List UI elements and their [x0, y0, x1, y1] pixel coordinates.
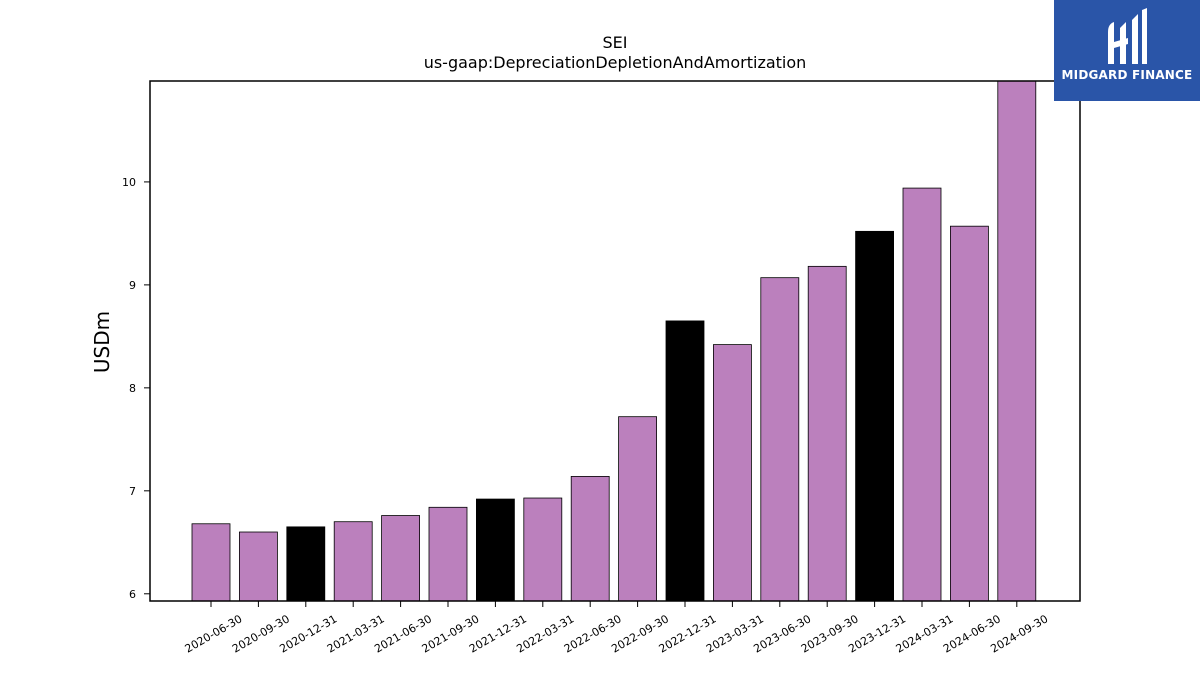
y-axis-label: USDm	[90, 311, 114, 373]
bar-2024-06-30	[950, 225, 989, 602]
bar-2022-09-30	[618, 416, 657, 602]
bar-2021-03-31	[333, 521, 373, 602]
bar-2024-03-31	[902, 187, 942, 602]
y-tick-label: 9	[129, 279, 136, 292]
bar-2023-03-31	[713, 344, 752, 602]
bar-2022-03-31	[523, 497, 563, 602]
bar-2024-09-30	[997, 80, 1037, 602]
chart-title: SEI	[603, 33, 628, 52]
bar-2023-12-31	[855, 230, 894, 602]
bar-2021-06-30	[381, 515, 421, 602]
bar-2021-09-30	[428, 506, 468, 602]
y-tick-label: 6	[129, 588, 136, 601]
bar-2023-06-30	[760, 277, 800, 602]
y-tick-label: 10	[122, 176, 136, 189]
y-tick-label: 7	[129, 485, 136, 498]
y-tick-label: 8	[129, 382, 136, 395]
bar-2020-12-31	[286, 526, 326, 602]
brand-logo: MIDGARD FINANCE	[1054, 0, 1200, 101]
x-axis-ticks: 2020-06-302020-09-302020-12-312021-03-31…	[183, 601, 1050, 656]
bar-2020-06-30	[191, 523, 231, 602]
y-axis-ticks: 6 7 8 9 10	[122, 176, 150, 601]
bar-2022-06-30	[570, 476, 610, 602]
plot-frame	[149, 80, 1081, 602]
midgard-logo-icon	[1108, 8, 1147, 64]
bar-2022-12-31	[665, 320, 705, 602]
bars-group	[191, 80, 1037, 602]
bar-2020-09-30	[238, 531, 278, 602]
chart-subtitle: us-gaap:DepreciationDepletionAndAmortiza…	[424, 53, 807, 72]
logo-text: MIDGARD FINANCE	[1061, 68, 1193, 82]
bar-2023-09-30	[807, 265, 847, 602]
bar-2021-12-31	[475, 498, 515, 602]
